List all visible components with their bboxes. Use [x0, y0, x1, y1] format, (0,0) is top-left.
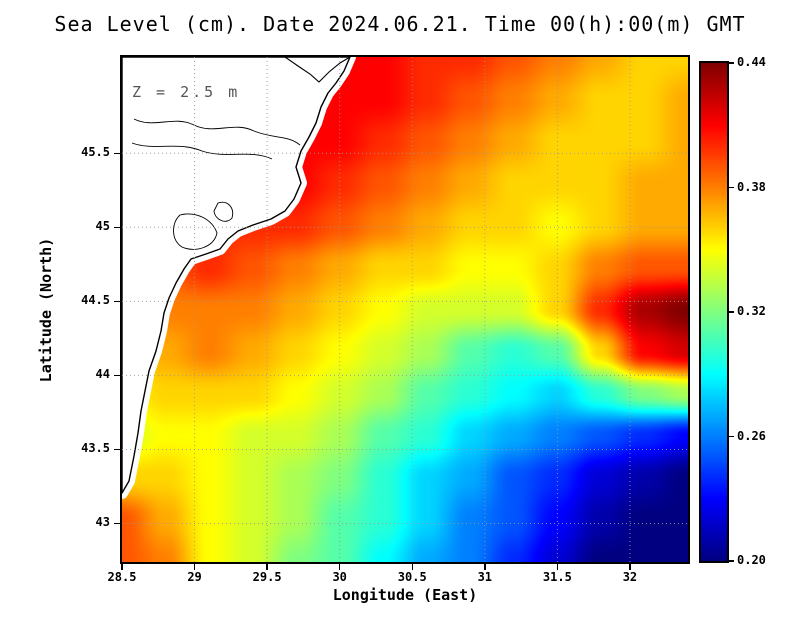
x-tick-label: 31	[477, 570, 493, 584]
y-axis-tick	[114, 226, 120, 229]
y-tick-label: 43.5	[81, 441, 110, 456]
y-axis-label: Latitude (North)	[37, 237, 55, 383]
y-axis-tick	[114, 448, 120, 451]
y-axis-tick	[114, 374, 120, 377]
colorbar-tick	[729, 186, 734, 189]
colorbar-tick-label: 0.20	[737, 553, 766, 567]
x-tick-label: 28.5	[107, 570, 137, 584]
colorbar-tick	[729, 62, 734, 64]
y-tick-label: 43	[95, 515, 110, 530]
lake-outline	[213, 201, 234, 222]
chart-title: Sea Level (cm). Date 2024.06.21. Time 00…	[54, 12, 746, 36]
x-axis-tick	[484, 564, 486, 570]
colorbar-tick	[729, 311, 734, 313]
x-axis-tick	[629, 564, 631, 570]
x-tick-label: 31.5	[542, 570, 572, 584]
x-tick-label: 30.5	[397, 570, 427, 584]
x-axis-tick	[121, 564, 123, 570]
x-axis-tick	[411, 564, 413, 570]
x-axis-label: Longitude (East)	[332, 586, 478, 604]
y-tick-label: 44	[95, 367, 110, 382]
depth-annotation: Z = 2.5 m	[132, 83, 241, 101]
plot-area: Z = 2.5 m	[120, 55, 690, 564]
river-line	[131, 142, 273, 160]
x-axis-tick	[193, 564, 196, 570]
x-tick-label: 29.5	[252, 570, 282, 584]
colorbar-canvas	[701, 63, 727, 561]
y-tick-label: 44.5	[81, 293, 110, 308]
lake-outline	[173, 213, 218, 250]
estuary-outline	[284, 57, 351, 83]
coastline	[122, 57, 351, 494]
colorbar-tick-label: 0.32	[737, 304, 766, 318]
river-line	[133, 118, 301, 146]
x-axis-tick	[266, 564, 268, 570]
colorbar-tick-label: 0.44	[737, 55, 766, 69]
colorbar-tick	[729, 435, 734, 438]
colorbar-tick-label: 0.26	[737, 428, 766, 443]
colorbar-tick-label: 0.38	[737, 179, 766, 194]
map-overlay	[122, 57, 688, 562]
colorbar-tick	[729, 560, 734, 562]
y-axis-tick	[114, 152, 120, 154]
y-tick-label: 45.5	[81, 145, 110, 160]
y-axis-tick	[114, 522, 120, 525]
x-tick-label: 32	[622, 570, 638, 584]
x-axis-tick	[338, 564, 341, 570]
x-tick-label: 29	[187, 570, 202, 584]
colorbar	[699, 61, 729, 563]
y-tick-label: 45	[95, 219, 110, 234]
x-tick-label: 30	[332, 570, 347, 584]
x-axis-tick	[556, 564, 559, 570]
y-axis-tick	[114, 300, 120, 303]
